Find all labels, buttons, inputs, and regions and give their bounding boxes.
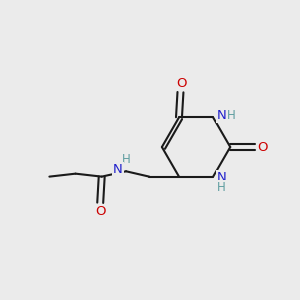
Text: O: O <box>258 140 268 154</box>
Text: N: N <box>113 163 123 176</box>
Text: H: H <box>122 154 130 166</box>
Text: O: O <box>95 205 106 218</box>
Text: H: H <box>217 182 226 194</box>
Text: H: H <box>227 110 236 122</box>
Text: N: N <box>217 171 226 184</box>
Text: O: O <box>176 77 186 90</box>
Text: N: N <box>217 110 226 122</box>
